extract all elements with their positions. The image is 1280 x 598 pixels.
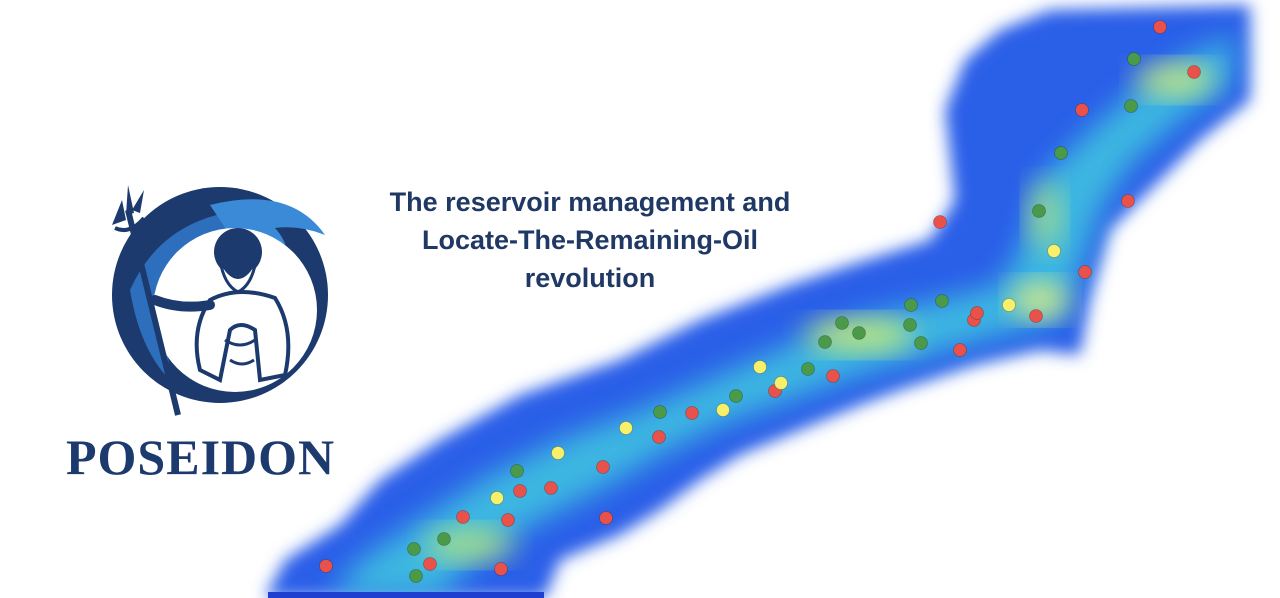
well-markers (319, 20, 1201, 583)
well-marker-green (407, 542, 421, 556)
tagline-line-1: The reservoir management and (389, 187, 791, 217)
well-marker-yellow (774, 376, 788, 390)
heatmap-hotspot (1010, 280, 1070, 320)
well-marker-red (652, 430, 666, 444)
well-marker-red (1187, 65, 1201, 79)
well-marker-yellow (490, 491, 504, 505)
well-marker-red (596, 460, 610, 474)
well-marker-green (729, 389, 743, 403)
well-marker-red (953, 343, 967, 357)
well-marker-red (1121, 194, 1135, 208)
brand-name: POSEIDON (66, 429, 336, 485)
heatmap-outer-band (265, 5, 1250, 598)
well-marker-green (801, 362, 815, 376)
well-marker-yellow (619, 421, 633, 435)
tagline-line-2: Locate-The-Remaining-Oil (421, 224, 759, 255)
well-marker-red (1075, 103, 1089, 117)
poseidon-emblem-icon (112, 185, 328, 416)
heatmap-bottom-bar (268, 592, 544, 598)
well-marker-green (852, 326, 866, 340)
well-marker-green (1054, 146, 1068, 160)
well-marker-red (826, 369, 840, 383)
tagline-line-3: revolution (524, 262, 656, 293)
well-marker-yellow (716, 403, 730, 417)
well-marker-green (653, 405, 667, 419)
well-marker-red (599, 511, 613, 525)
well-marker-green (904, 298, 918, 312)
well-marker-red (685, 406, 699, 420)
well-marker-green (935, 294, 949, 308)
well-marker-red (423, 557, 437, 571)
heatmap-hotspot (1027, 180, 1063, 250)
well-marker-green (409, 569, 423, 583)
well-marker-red (513, 484, 527, 498)
well-marker-red (544, 481, 558, 495)
well-marker-green (1032, 204, 1046, 218)
poseidon-logo (60, 180, 360, 480)
well-marker-yellow (1047, 244, 1061, 258)
well-marker-green (1124, 99, 1138, 113)
well-marker-yellow (1002, 298, 1016, 312)
well-marker-green (818, 335, 832, 349)
well-marker-green (835, 316, 849, 330)
well-marker-green (914, 336, 928, 350)
well-marker-red (933, 215, 947, 229)
well-marker-yellow (551, 446, 565, 460)
tagline: The reservoir management and Locate-The-… (340, 184, 840, 297)
well-marker-red (494, 562, 508, 576)
well-marker-red (319, 559, 333, 573)
well-marker-red (456, 510, 470, 524)
well-marker-yellow (753, 360, 767, 374)
heatmap-hotspot (1135, 62, 1215, 98)
heatmap-hotspot (425, 527, 515, 563)
well-marker-red (501, 513, 515, 527)
well-marker-green (437, 532, 451, 546)
well-marker-red (1153, 20, 1167, 34)
well-marker-green (903, 318, 917, 332)
well-marker-red (1029, 309, 1043, 323)
well-marker-red (1078, 265, 1092, 279)
well-marker-green (510, 464, 524, 478)
well-marker-green (1127, 52, 1141, 66)
well-marker-red (970, 306, 984, 320)
